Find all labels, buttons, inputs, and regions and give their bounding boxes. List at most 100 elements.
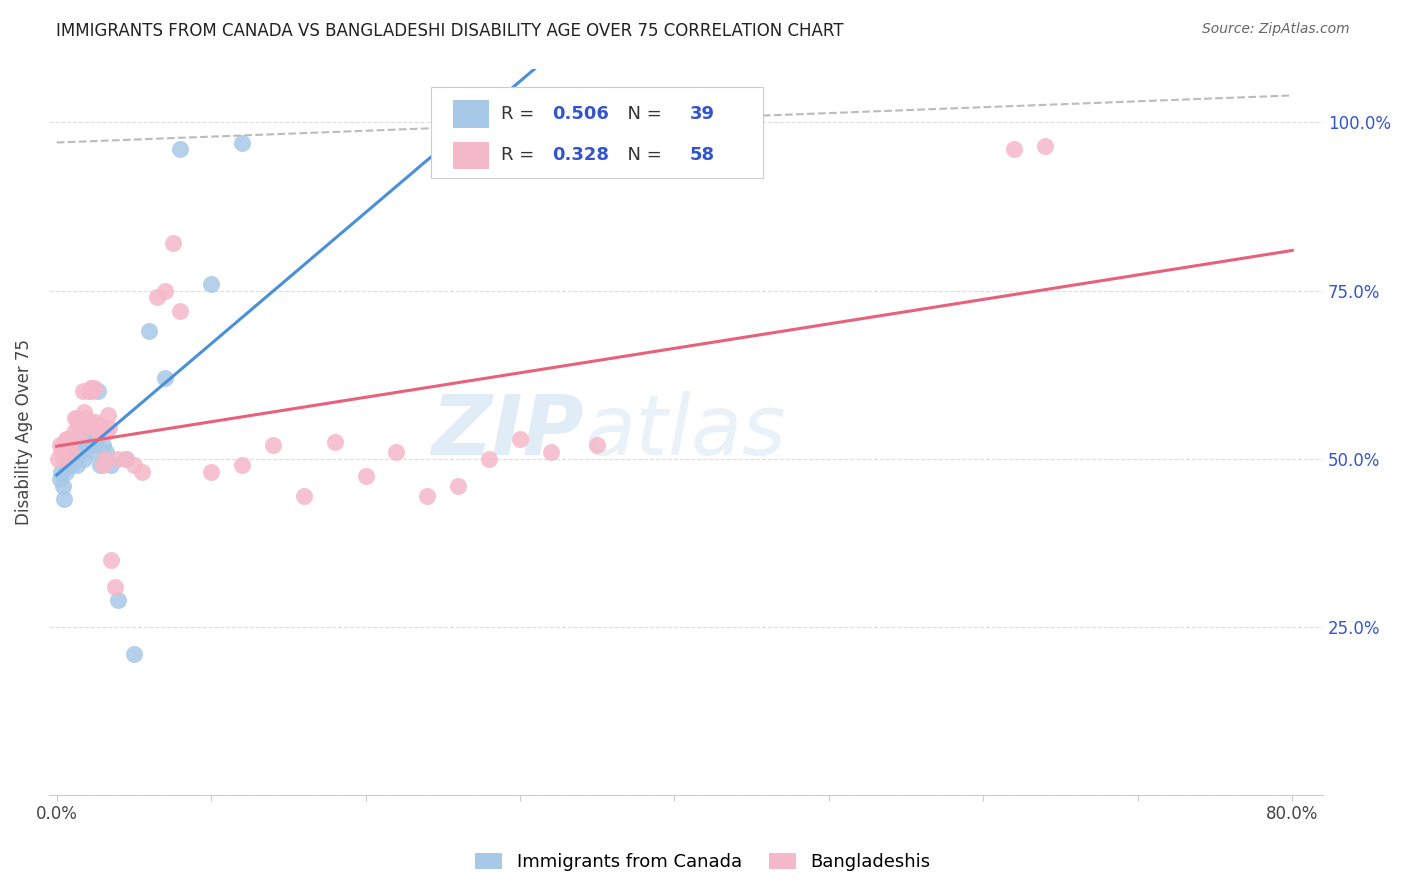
Point — [79, 381, 101, 395]
Point — [169, 142, 191, 156]
Point — [97, 408, 120, 422]
Point — [69, 421, 91, 435]
Point — [153, 371, 176, 385]
Text: N =: N = — [616, 146, 668, 164]
Point — [84, 445, 107, 459]
Point — [52, 438, 75, 452]
Point — [94, 445, 117, 459]
Point — [86, 432, 108, 446]
Point — [100, 458, 122, 473]
Point — [59, 458, 82, 473]
Point — [55, 465, 77, 479]
Point — [70, 432, 93, 446]
Point — [115, 451, 138, 466]
Point — [162, 236, 184, 251]
Point — [60, 451, 83, 466]
Point — [94, 425, 117, 439]
Point — [323, 434, 346, 449]
Point — [52, 478, 75, 492]
Point — [66, 458, 89, 473]
Point — [77, 384, 100, 399]
Point — [58, 445, 80, 459]
Point — [58, 438, 80, 452]
Text: 58: 58 — [690, 146, 716, 164]
Point — [416, 489, 439, 503]
Y-axis label: Disability Age Over 75: Disability Age Over 75 — [15, 339, 32, 524]
Point — [385, 445, 408, 459]
FancyBboxPatch shape — [453, 100, 488, 128]
Point — [86, 421, 108, 435]
Text: 0.506: 0.506 — [553, 104, 609, 123]
Text: 0.328: 0.328 — [553, 146, 609, 164]
Point — [82, 425, 104, 439]
Point — [76, 415, 98, 429]
Point — [73, 451, 96, 466]
Point — [87, 384, 110, 399]
Point — [67, 418, 90, 433]
Point — [292, 489, 315, 503]
Point — [82, 384, 104, 399]
Point — [354, 468, 377, 483]
Point — [138, 324, 160, 338]
Point — [122, 647, 145, 661]
Point — [62, 425, 84, 439]
Point — [1033, 139, 1056, 153]
Point — [72, 384, 94, 399]
Point — [53, 451, 76, 466]
Point — [65, 411, 87, 425]
Point — [66, 411, 89, 425]
Point — [231, 458, 253, 473]
Point — [153, 284, 176, 298]
Point — [72, 425, 94, 439]
Point — [200, 277, 222, 291]
Text: Source: ZipAtlas.com: Source: ZipAtlas.com — [1202, 22, 1350, 37]
Point — [231, 136, 253, 150]
Point — [51, 445, 73, 459]
Text: 39: 39 — [690, 104, 714, 123]
Point — [67, 438, 90, 452]
Point — [262, 438, 284, 452]
Point — [69, 445, 91, 459]
Point — [107, 451, 129, 466]
Point — [509, 432, 531, 446]
Point — [65, 451, 87, 466]
Text: N =: N = — [616, 104, 668, 123]
Point — [79, 438, 101, 452]
FancyBboxPatch shape — [432, 87, 762, 178]
Point — [89, 418, 111, 433]
Point — [77, 418, 100, 433]
Text: R =: R = — [502, 146, 540, 164]
Point — [51, 465, 73, 479]
Point — [478, 451, 501, 466]
Text: R =: R = — [502, 104, 540, 123]
Point — [70, 425, 93, 439]
Point — [59, 445, 82, 459]
Point — [73, 404, 96, 418]
Point — [146, 290, 169, 304]
Point — [169, 303, 191, 318]
Point — [84, 415, 107, 429]
Point — [87, 425, 110, 439]
Point — [49, 472, 72, 486]
Point — [46, 451, 69, 466]
FancyBboxPatch shape — [453, 142, 488, 169]
Point — [540, 445, 562, 459]
Point — [1002, 142, 1025, 156]
Point — [91, 458, 114, 473]
Point — [56, 451, 79, 466]
Point — [76, 432, 98, 446]
Point — [100, 552, 122, 566]
Point — [200, 465, 222, 479]
Point — [540, 136, 562, 150]
Point — [91, 438, 114, 452]
Point — [104, 580, 127, 594]
Point — [49, 438, 72, 452]
Legend: Immigrants from Canada, Bangladeshis: Immigrants from Canada, Bangladeshis — [468, 846, 938, 879]
Point — [55, 432, 77, 446]
Point — [60, 432, 83, 446]
Point — [131, 465, 153, 479]
Point — [98, 421, 121, 435]
Point — [53, 491, 76, 506]
Point — [75, 411, 97, 425]
Point — [56, 432, 79, 446]
